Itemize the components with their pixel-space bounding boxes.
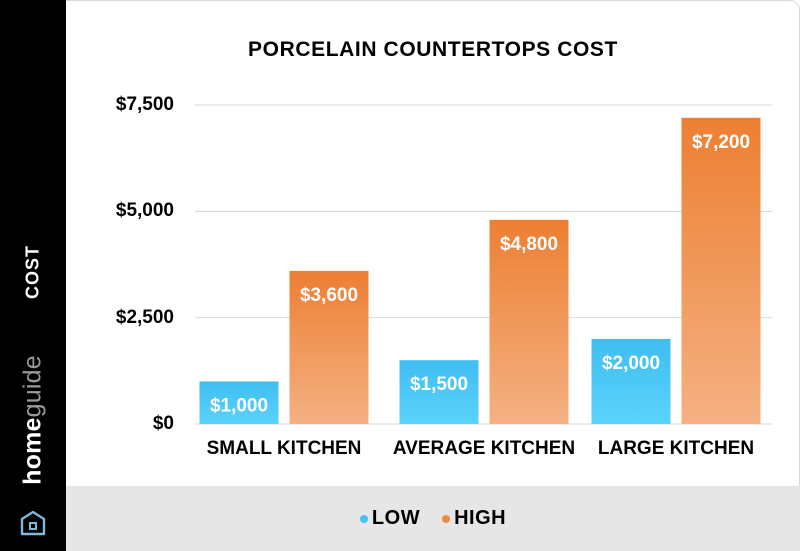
legend-label: LOW <box>371 507 421 529</box>
bar-value-label: $2,000 <box>602 353 660 374</box>
bar-value-label: $3,600 <box>300 285 358 306</box>
side-band <box>0 0 66 551</box>
bar-low <box>399 360 479 424</box>
legend: LOW HIGH <box>66 507 800 530</box>
bar-high <box>289 270 369 424</box>
y-tick-label: $2,500 <box>115 306 174 328</box>
legend-label: HIGH <box>454 507 507 529</box>
bar-value-label: $7,200 <box>692 132 750 153</box>
chart-title: PORCELAIN COUNTERTOPS COST <box>248 38 618 61</box>
legend-dot-icon <box>359 514 368 523</box>
y-tick-label: $7,500 <box>115 94 174 115</box>
bar-low <box>199 381 279 424</box>
legend-dot-icon <box>442 514 451 523</box>
x-category-label: SMALL KITCHEN <box>206 438 362 459</box>
bar-high <box>681 117 761 424</box>
bar-value-label: $1,000 <box>210 395 268 416</box>
x-category-label: LARGE KITCHEN <box>597 438 755 459</box>
legend-item-high: HIGH <box>442 507 506 530</box>
house-icon <box>20 510 46 536</box>
bar-value-label: $1,500 <box>410 374 468 395</box>
legend-item-low: LOW <box>359 507 421 530</box>
bar-value-label: $4,800 <box>500 234 558 255</box>
y-tick-label: $0 <box>152 413 174 434</box>
bar-low <box>591 338 671 424</box>
bar-high <box>489 219 569 424</box>
x-category-label: AVERAGE KITCHEN <box>392 438 576 459</box>
legend-band: LOW HIGH <box>66 486 800 551</box>
y-tick-label: $5,000 <box>115 200 174 222</box>
